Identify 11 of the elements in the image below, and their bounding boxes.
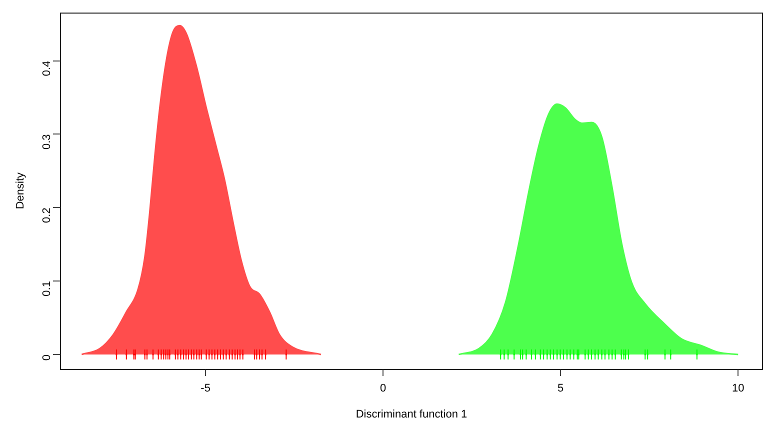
- y-axis-title: Density: [14, 172, 27, 210]
- y-tick-label: 0.1: [41, 281, 54, 296]
- y-tick-label: 0.3: [41, 134, 54, 150]
- y-tick-label: 0: [41, 354, 54, 361]
- y-tick-label: 0.4: [41, 60, 54, 76]
- x-tick-label: 0: [380, 382, 386, 395]
- y-tick-label: 0.2: [41, 208, 54, 223]
- x-axis-title: Discriminant function 1: [356, 408, 468, 420]
- x-tick-label: -5: [200, 382, 210, 395]
- x-tick-label: 10: [732, 382, 744, 395]
- x-tick-label: 5: [558, 382, 564, 395]
